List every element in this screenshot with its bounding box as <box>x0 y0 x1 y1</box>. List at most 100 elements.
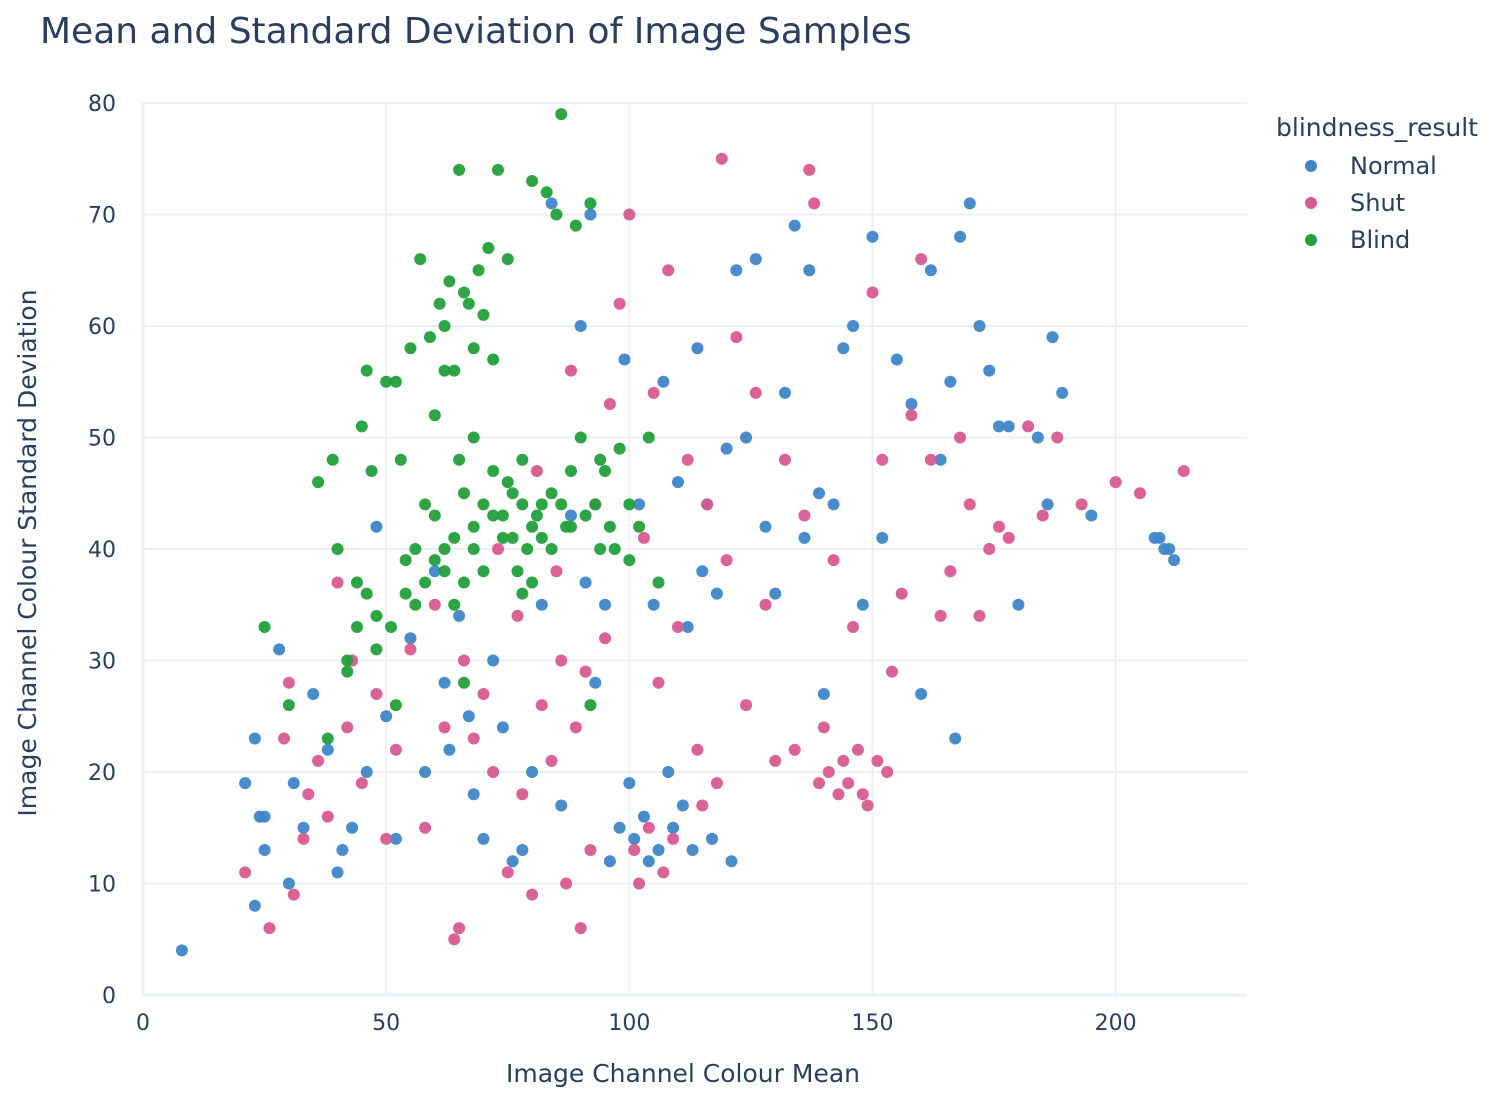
data-point-shut <box>696 799 709 812</box>
x-tick-label: 0 <box>136 1011 150 1036</box>
data-point-shut <box>1002 531 1015 544</box>
data-point-shut <box>569 721 582 734</box>
legend-item-blind[interactable]: Blind <box>1305 226 1410 254</box>
data-point-shut <box>803 163 816 176</box>
series-blind <box>258 108 665 745</box>
data-point-shut <box>526 888 539 901</box>
data-point-shut <box>671 621 684 634</box>
data-point-shut <box>681 453 694 466</box>
data-point-normal <box>613 821 626 834</box>
chart-title: Mean and Standard Deviation of Image Sam… <box>40 11 912 52</box>
data-point-blind <box>535 498 548 511</box>
data-point-normal <box>866 230 879 243</box>
data-point-shut <box>419 821 432 834</box>
data-point-normal <box>963 197 976 210</box>
data-point-normal <box>686 844 699 857</box>
data-point-blind <box>457 576 470 589</box>
data-point-blind <box>574 431 587 444</box>
data-point-shut <box>633 877 646 890</box>
data-point-blind <box>326 453 339 466</box>
data-point-shut <box>915 253 928 266</box>
data-point-shut <box>457 654 470 667</box>
data-point-normal <box>778 386 791 399</box>
data-point-shut <box>778 453 791 466</box>
data-point-shut <box>1022 420 1035 433</box>
data-point-blind <box>589 498 602 511</box>
data-point-normal <box>282 877 295 890</box>
data-point-shut <box>856 788 869 801</box>
data-point-blind <box>448 598 461 611</box>
data-point-shut <box>428 598 441 611</box>
data-point-normal <box>545 197 558 210</box>
data-point-normal <box>467 788 480 801</box>
data-point-normal <box>647 598 660 611</box>
data-point-normal <box>273 643 286 656</box>
data-point-blind <box>623 554 636 567</box>
grid-lines <box>141 102 1247 997</box>
data-point-blind <box>492 163 505 176</box>
data-point-shut <box>749 386 762 399</box>
data-point-normal <box>813 487 826 500</box>
data-point-normal <box>730 264 743 277</box>
data-point-normal <box>924 264 937 277</box>
data-point-blind <box>594 453 607 466</box>
data-point-normal <box>526 766 539 778</box>
legend-marker <box>1305 197 1317 209</box>
data-point-blind <box>312 476 325 489</box>
data-point-blind <box>419 576 432 589</box>
legend-item-shut[interactable]: Shut <box>1305 189 1405 217</box>
x-tick-label: 200 <box>1095 1011 1137 1036</box>
legend-item-normal[interactable]: Normal <box>1305 152 1437 180</box>
data-point-shut <box>701 498 714 511</box>
data-point-normal <box>637 810 650 823</box>
data-point-shut <box>263 922 276 935</box>
data-point-normal <box>1012 598 1025 611</box>
data-point-normal <box>983 364 996 377</box>
series-shut <box>239 152 1190 946</box>
data-point-shut <box>637 531 650 544</box>
data-point-normal <box>496 721 509 734</box>
data-point-blind <box>506 487 519 500</box>
data-point-shut <box>555 654 568 667</box>
series-normal <box>175 197 1181 957</box>
data-point-normal <box>1002 420 1015 433</box>
data-point-blind <box>569 219 582 232</box>
data-point-normal <box>657 375 670 388</box>
data-point-blind <box>545 543 558 555</box>
data-point-shut <box>662 264 675 277</box>
data-point-blind <box>389 699 402 712</box>
data-point-blind <box>467 342 480 355</box>
data-point-blind <box>540 186 553 199</box>
data-point-blind <box>433 297 446 310</box>
y-tick-label: 20 <box>88 761 116 786</box>
legend-label: Shut <box>1350 189 1405 217</box>
data-point-blind <box>487 464 500 477</box>
data-point-shut <box>861 799 874 812</box>
data-point-shut <box>599 632 612 645</box>
data-point-blind <box>350 621 363 634</box>
data-point-blind <box>530 509 543 522</box>
data-point-shut <box>866 286 879 299</box>
data-point-shut <box>467 732 480 745</box>
data-point-normal <box>817 687 830 700</box>
data-point-blind <box>496 509 509 522</box>
data-point-shut <box>837 754 850 767</box>
data-point-normal <box>428 565 441 578</box>
data-point-normal <box>973 320 986 332</box>
x-tick-label: 50 <box>372 1011 400 1036</box>
data-point-blind <box>457 487 470 500</box>
data-point-normal <box>258 844 271 857</box>
data-point-normal <box>239 777 252 790</box>
data-point-blind <box>584 699 597 712</box>
data-point-blind <box>482 241 495 254</box>
data-point-shut <box>1051 431 1064 444</box>
data-point-shut <box>642 821 655 834</box>
data-point-shut <box>798 509 811 522</box>
data-point-normal <box>462 710 475 723</box>
data-point-shut <box>628 844 641 857</box>
data-point-shut <box>370 687 383 700</box>
data-point-shut <box>667 832 680 845</box>
data-point-shut <box>691 743 704 756</box>
data-point-blind <box>370 609 383 622</box>
data-point-shut <box>769 754 782 767</box>
